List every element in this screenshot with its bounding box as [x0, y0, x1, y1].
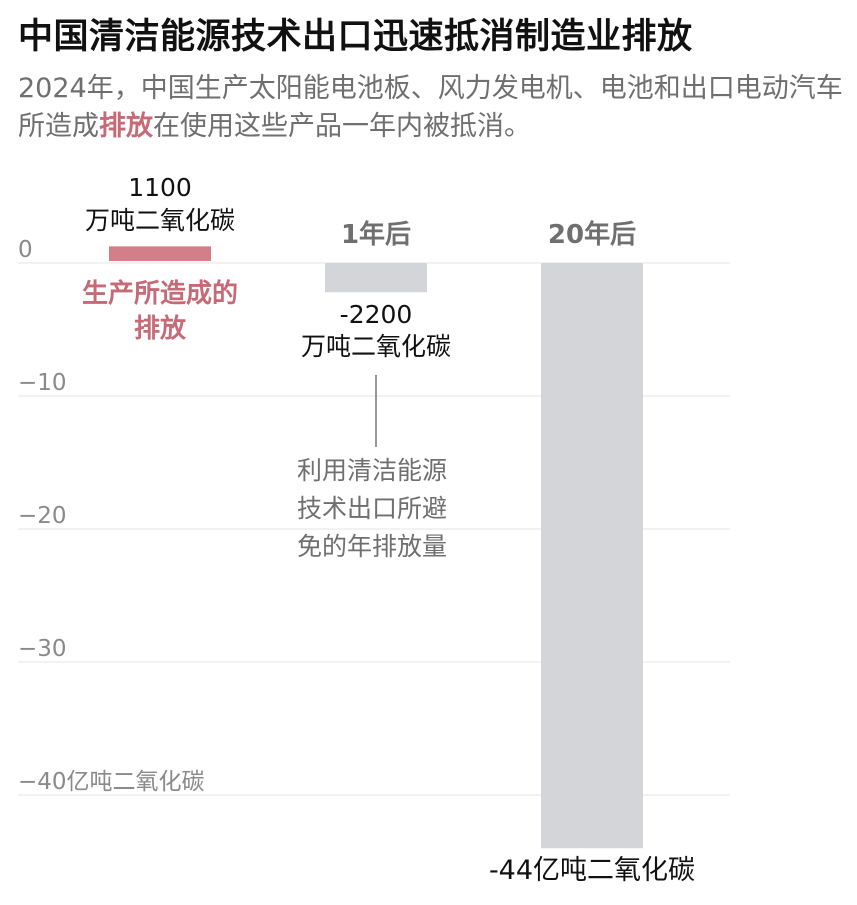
column-header: 20年后 — [548, 219, 636, 250]
bar — [109, 246, 211, 261]
annotation-text: 技术出口所避 — [297, 494, 447, 523]
y-tick-label: 0 — [18, 237, 33, 263]
chart-subtitle: 2024年，中国生产太阳能电池板、风力发电机、电池和出口电动汽车所造成排放在使用… — [18, 70, 848, 146]
data-label-value: -44亿吨二氧化碳 — [489, 855, 695, 886]
production-label: 排放 — [134, 313, 187, 344]
subtitle-text: 2024年，中国生产太阳能电池板、风力发电机、电池和出口电动汽车所造成 — [18, 73, 843, 142]
y-tick-label: −40亿吨二氧化碳 — [18, 769, 205, 795]
annotation-text: 免的年排放量 — [297, 532, 447, 561]
data-label-unit: 万吨二氧化碳 — [85, 206, 235, 235]
bar — [325, 263, 427, 293]
column-header: 1年后 — [341, 219, 411, 250]
y-tick-label: −30 — [18, 636, 67, 662]
chart-title: 中国清洁能源技术出口迅速抵消制造业排放 — [18, 17, 693, 57]
bar — [541, 263, 643, 849]
annotation-text: 利用清洁能源 — [297, 456, 447, 485]
subtitle-highlight: 排放 — [99, 111, 153, 142]
data-label-value: 1100 — [128, 173, 192, 202]
production-label: 生产所造成的 — [82, 278, 238, 309]
subtitle-text-end: 在使用这些产品一年内被抵消。 — [153, 111, 531, 142]
data-label-value: -2200 — [340, 300, 413, 329]
y-tick-label: −20 — [18, 503, 67, 529]
data-label-unit: 万吨二氧化碳 — [301, 332, 451, 361]
y-tick-label: −10 — [18, 370, 67, 396]
